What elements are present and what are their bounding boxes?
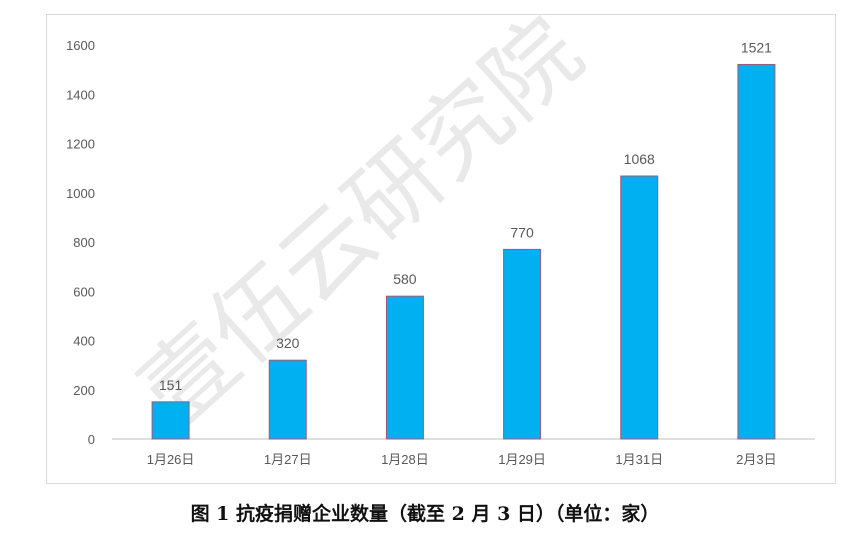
- bar-data-label: 1521: [741, 39, 772, 55]
- bar-data-label: 320: [276, 335, 300, 351]
- bar: [737, 63, 776, 440]
- bar: [385, 295, 424, 440]
- y-tick-label: 1000: [66, 186, 95, 201]
- y-tick-label: 1400: [66, 87, 95, 102]
- bar-data-label: 770: [510, 224, 534, 240]
- x-tick-label: 1月26日: [147, 452, 195, 467]
- x-axis-ticks: 1月26日 1月27日 1月28日 1月29日 1月31日 2月3日: [147, 452, 777, 467]
- x-tick-label: 1月31日: [615, 452, 663, 467]
- y-tick-label: 200: [73, 383, 95, 398]
- bar: [151, 401, 190, 440]
- x-tick-label: 2月3日: [736, 452, 776, 467]
- x-tick-label: 1月29日: [498, 452, 546, 467]
- bar: [503, 248, 542, 440]
- bar: [268, 359, 307, 440]
- y-axis-ticks: 0 200 400 600 800 1000 1200 1400 1600: [66, 38, 95, 447]
- y-tick-label: 1600: [66, 38, 95, 53]
- x-tick-label: 1月27日: [264, 452, 312, 467]
- y-tick-label: 1200: [66, 137, 95, 152]
- bar-data-label: 1068: [624, 151, 655, 167]
- figure-caption: 图 1 抗疫捐赠企业数量（截至 2 月 3 日）（单位：家）: [190, 503, 660, 525]
- x-tick-label: 1月28日: [381, 452, 429, 467]
- bar-data-label: 151: [159, 377, 183, 393]
- y-tick-label: 400: [73, 334, 95, 349]
- y-tick-label: 0: [88, 432, 95, 447]
- bar-data-label: 580: [393, 271, 417, 287]
- bar: [620, 175, 659, 440]
- y-tick-label: 800: [73, 235, 95, 250]
- bars: [151, 63, 776, 440]
- y-tick-label: 600: [73, 284, 95, 299]
- data-labels: 151 320 580 770 1068 1521: [159, 39, 772, 392]
- chart-frame: 壹伍云研究院 0 200 400 600 800 1000 1200 1400 1600 151…: [46, 14, 836, 484]
